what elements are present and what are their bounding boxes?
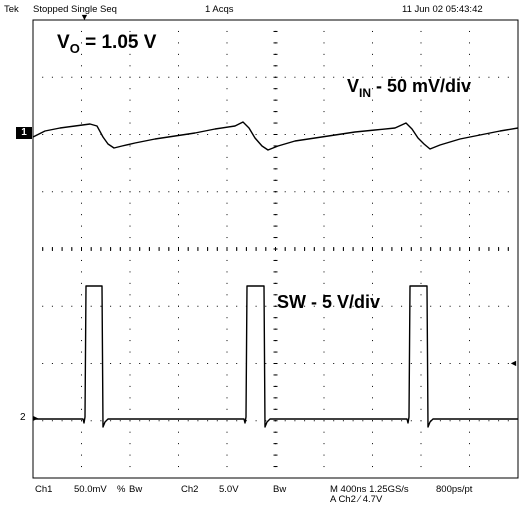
ch2-ground-marker[interactable]: 2 [20,412,26,423]
vin-annotation: VIN - 50 mV/div [347,76,472,100]
vin-subscript: IN [359,86,372,100]
vo-subscript: O [69,41,80,56]
ch1-coupling: % [117,484,126,495]
ch1-bandwidth: Bw [129,484,143,495]
trigger-readout: A Ch2 ∕ 4.7V [330,494,383,505]
ch1-scale: 50.0mV [74,484,107,495]
trigger-position-icon: ▼ [80,12,89,22]
vo-annotation: VO = 1.05 V [57,32,157,56]
ch1-ground-marker[interactable]: 1 [16,127,32,139]
ch1-label: Ch1 [35,484,53,495]
acquisition-status: Stopped [33,4,69,15]
ch2-scale: 5.0V [219,484,239,495]
grid-center-ticks [32,19,519,479]
brand-label: Tek [4,4,19,15]
resolution-readout: 800ps/pt [436,484,473,495]
vo-value: = 1.05 V [85,32,157,53]
acquisition-mode: Single Seq [71,4,117,15]
vin-trace [32,121,519,151]
ch2-marker-arrow-icon: ► [31,413,40,423]
vin-prefix: V [347,76,360,96]
ch2-label: Ch2 [181,484,199,495]
sw-trace [33,285,518,428]
vin-scale: - 50 mV/div [376,76,472,96]
timebase-readout: M 400ns 1.25GS/s [330,484,409,495]
sw-annotation: SW - 5 V/div [277,292,381,312]
ch2-bandwidth: Bw [273,484,287,495]
acquisition-count: 1 Acqs [205,4,234,15]
trigger-level-arrow-icon: ◄ [509,358,518,368]
datetime-label: 11 Jun 02 05:43:42 [402,4,483,15]
vo-prefix: V [57,32,70,53]
